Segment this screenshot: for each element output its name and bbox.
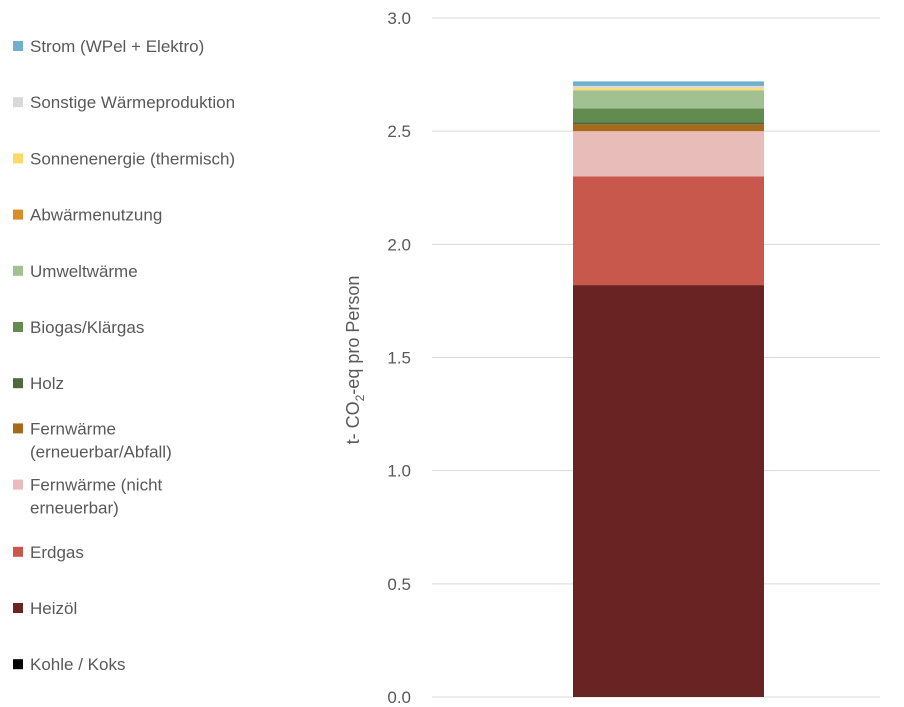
y-axis-label-part-1: t- CO — [343, 401, 363, 444]
legend-label: Erdgas — [30, 543, 84, 562]
legend-swatch — [13, 546, 23, 557]
legend-label: Holz — [30, 374, 64, 393]
bar-segment — [573, 85, 764, 89]
legend-label: Biogas/Klärgas — [30, 318, 144, 337]
legend-label: Abwärmenutzung — [30, 206, 162, 225]
legend-entry: Sonstige Wärmeproduktion — [13, 93, 235, 112]
bar-segment — [573, 81, 764, 86]
legend-entry: Heizöl — [13, 599, 77, 618]
legend-entry: Strom (WPel + Elektro) — [13, 37, 204, 56]
bar-segment — [573, 124, 764, 132]
y-axis-ticks: 0.0 0.5 1.0 1.5 2.0 2.5 3.0 — [387, 9, 411, 707]
y-tick-label: 1.5 — [387, 349, 411, 368]
bar-segment — [573, 108, 764, 123]
bar-segment — [573, 122, 764, 125]
legend: Strom (WPel + Elektro) Sonstige Wärmeprod… — [13, 37, 235, 674]
legend-swatch — [13, 659, 23, 670]
legend-swatch — [13, 41, 23, 51]
y-tick-label: 0.5 — [387, 575, 411, 594]
legend-entry: Fernwärme (nicht erneuerbar) — [13, 476, 163, 518]
legend-swatch — [13, 265, 23, 276]
y-axis-label: t- CO2-eq pro Person — [343, 276, 367, 445]
legend-label: Fernwärme (erneuerbar/Abfall) — [30, 419, 172, 461]
legend-entry: Erdgas — [13, 543, 84, 562]
legend-swatch — [13, 97, 23, 108]
bar-segment — [573, 176, 764, 286]
legend-label: Sonnenenergie (thermisch) — [30, 149, 235, 168]
bar-segment — [573, 90, 764, 109]
y-tick-label: 2.0 — [387, 235, 411, 254]
legend-entry: Abwärmenutzung — [13, 206, 162, 225]
legend-swatch — [13, 209, 23, 220]
bar-segment — [573, 285, 764, 697]
legend-label: Kohle / Koks — [30, 655, 125, 674]
y-axis-label-subscript: 2 — [353, 394, 367, 401]
bar-segment — [573, 131, 764, 177]
bar-segment — [573, 88, 764, 91]
legend-swatch — [13, 479, 23, 490]
legend-entry: Biogas/Klärgas — [13, 318, 144, 337]
legend-entry: Fernwärme (erneuerbar/Abfall) — [13, 419, 172, 461]
legend-swatch — [13, 322, 23, 332]
legend-label: Sonstige Wärmeproduktion — [30, 93, 235, 112]
legend-entry: Sonnenenergie (thermisch) — [13, 149, 235, 168]
legend-swatch — [13, 423, 23, 434]
legend-swatch — [13, 378, 23, 389]
legend-entry: Holz — [13, 374, 64, 393]
y-axis-label-part-2: -eq pro Person — [343, 276, 363, 395]
y-tick-label: 0.0 — [387, 688, 411, 707]
legend-swatch — [13, 153, 23, 164]
legend-label: Strom (WPel + Elektro) — [30, 37, 204, 56]
bar-stack — [573, 81, 764, 697]
legend-swatch — [13, 603, 23, 613]
y-tick-label: 2.5 — [387, 122, 411, 141]
y-tick-label: 3.0 — [387, 9, 411, 28]
legend-label: Umweltwärme — [30, 262, 138, 281]
y-tick-label: 1.0 — [387, 462, 411, 481]
legend-entry: Kohle / Koks — [13, 655, 125, 674]
legend-entry: Umweltwärme — [13, 262, 138, 281]
legend-label: Heizöl — [30, 599, 77, 618]
legend-label: Fernwärme (nicht erneuerbar) — [30, 476, 163, 518]
